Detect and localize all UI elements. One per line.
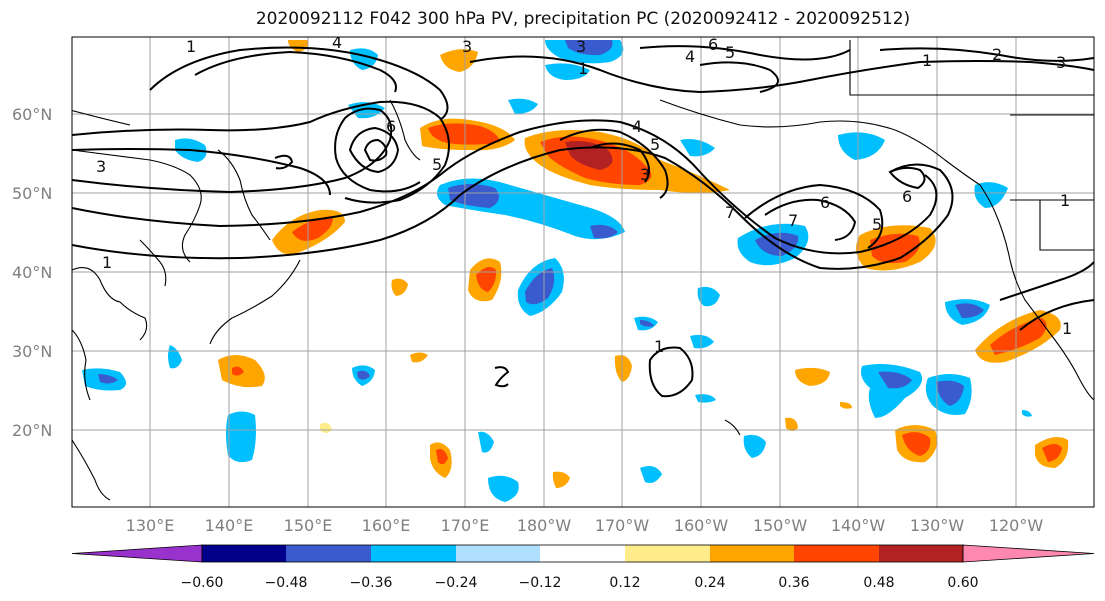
map-frame <box>71 36 1095 508</box>
contour-label: 1 <box>922 51 932 70</box>
contour-label: 6 <box>902 187 912 206</box>
colorbar-bin <box>540 545 625 562</box>
colorbar-tick-label: −0.48 <box>265 575 308 591</box>
contour-label: 3 <box>462 37 472 56</box>
contour-label: 4 <box>632 117 642 136</box>
contour-label: 4 <box>332 33 342 52</box>
colorbar-tick-label: 0.48 <box>863 575 894 591</box>
contour-label: 5 <box>872 215 882 234</box>
colorbar-bin <box>202 545 286 562</box>
colorbar-bin <box>286 545 371 562</box>
lat-label-60n: 60°N <box>12 105 52 124</box>
lon-label: 140°W <box>831 516 886 535</box>
longitude-labels: 130°E 140°E 150°E 160°E 170°E 180°W 170°… <box>126 516 1044 535</box>
contour-label: 5 <box>725 43 735 62</box>
lon-label: 140°E <box>205 516 254 535</box>
colorbar-bin <box>879 545 963 562</box>
colorbar-tick-label: 0.60 <box>947 575 978 591</box>
colorbar-bin <box>625 545 710 562</box>
contour-label: 3 <box>96 157 106 176</box>
contour-label: 7 <box>788 211 798 230</box>
lon-label: 130°W <box>910 516 965 535</box>
contour-label: 1 <box>1062 319 1072 338</box>
pv-contours <box>72 45 1094 398</box>
contour-label: 2 <box>992 45 1002 64</box>
contour-label: 6 <box>708 35 718 54</box>
colorbar-tick-label: 0.36 <box>778 575 809 591</box>
contour-label: 6 <box>820 193 830 212</box>
contour-label: 7 <box>725 203 735 222</box>
lon-label: 150°W <box>753 516 808 535</box>
contour-label: 6 <box>386 117 396 136</box>
colorbar-extend-low <box>71 544 203 563</box>
lon-label: 180°W <box>517 516 572 535</box>
contour-label: 1 <box>1060 191 1070 210</box>
contour-label: 5 <box>432 155 442 174</box>
map-title: 2020092112 F042 300 hPa PV, precipitatio… <box>255 9 911 29</box>
coastlines <box>72 40 1094 501</box>
contour-label: 3 <box>576 37 586 56</box>
latitude-labels: 20°N 30°N 40°N 50°N 60°N <box>12 105 52 440</box>
colorbar-bin <box>456 545 540 562</box>
contour-label: 1 <box>186 37 196 56</box>
colorbar <box>71 544 1095 563</box>
colorbar-outline <box>201 544 964 563</box>
lon-label: 160°E <box>362 516 411 535</box>
lon-label: 170°E <box>441 516 490 535</box>
contour-labels: 1 3 1 4 3 3 1 6 5 4 1 2 3 6 5 4 5 3 7 7 … <box>96 33 1072 356</box>
lat-label-40n: 40°N <box>12 263 52 282</box>
contour-label: 1 <box>102 253 112 272</box>
lon-label: 160°W <box>674 516 729 535</box>
colorbar-tick-label: −0.36 <box>350 575 393 591</box>
lon-label: 150°E <box>284 516 333 535</box>
colorbar-tick-label: −0.24 <box>435 575 478 591</box>
lat-label-30n: 30°N <box>12 342 52 361</box>
contour-label: 1 <box>654 337 664 356</box>
lon-label: 120°W <box>989 516 1044 535</box>
colorbar-tick-label: 0.24 <box>694 575 725 591</box>
colorbar-tick-label: 0.12 <box>609 575 640 591</box>
colorbar-bin <box>710 545 794 562</box>
colorbar-bin <box>371 545 456 562</box>
contour-label: 4 <box>685 47 695 66</box>
contour-label: 1 <box>578 59 588 78</box>
lat-label-20n: 20°N <box>12 421 52 440</box>
colorbar-tick-label: −0.60 <box>181 575 224 591</box>
contour-label: 5 <box>650 135 660 154</box>
colorbar-bin <box>794 545 879 562</box>
contour-label: 3 <box>1056 53 1066 72</box>
colorbar-labels: −0.60 −0.48 −0.36 −0.24 −0.12 0.12 0.24 … <box>181 575 979 591</box>
lon-label: 170°W <box>595 516 650 535</box>
lon-label: 130°E <box>126 516 175 535</box>
colorbar-tick-label: −0.12 <box>519 575 562 591</box>
lat-label-50n: 50°N <box>12 184 52 203</box>
contour-label: 3 <box>640 165 650 184</box>
colorbar-extend-high <box>962 544 1095 563</box>
